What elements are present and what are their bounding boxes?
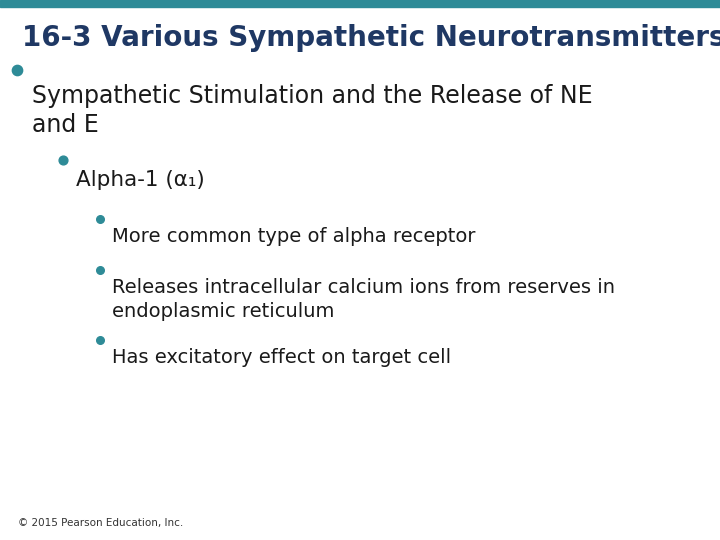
Text: Alpha-1 (α₁): Alpha-1 (α₁)	[76, 170, 204, 190]
Point	[94, 266, 106, 274]
Bar	[0, 0, 720, 7]
Point	[94, 214, 106, 223]
Point	[57, 156, 68, 165]
Point	[11, 66, 22, 75]
Text: More common type of alpha receptor: More common type of alpha receptor	[112, 227, 475, 246]
Point	[94, 336, 106, 345]
Text: Sympathetic Stimulation and the Release of NE
and E: Sympathetic Stimulation and the Release …	[32, 84, 593, 137]
Text: 16-3 Various Sympathetic Neurotransmitters: 16-3 Various Sympathetic Neurotransmitte…	[22, 24, 720, 52]
Text: Has excitatory effect on target cell: Has excitatory effect on target cell	[112, 348, 451, 367]
Text: Releases intracellular calcium ions from reserves in
endoplasmic reticulum: Releases intracellular calcium ions from…	[112, 278, 615, 321]
Text: © 2015 Pearson Education, Inc.: © 2015 Pearson Education, Inc.	[18, 518, 184, 528]
